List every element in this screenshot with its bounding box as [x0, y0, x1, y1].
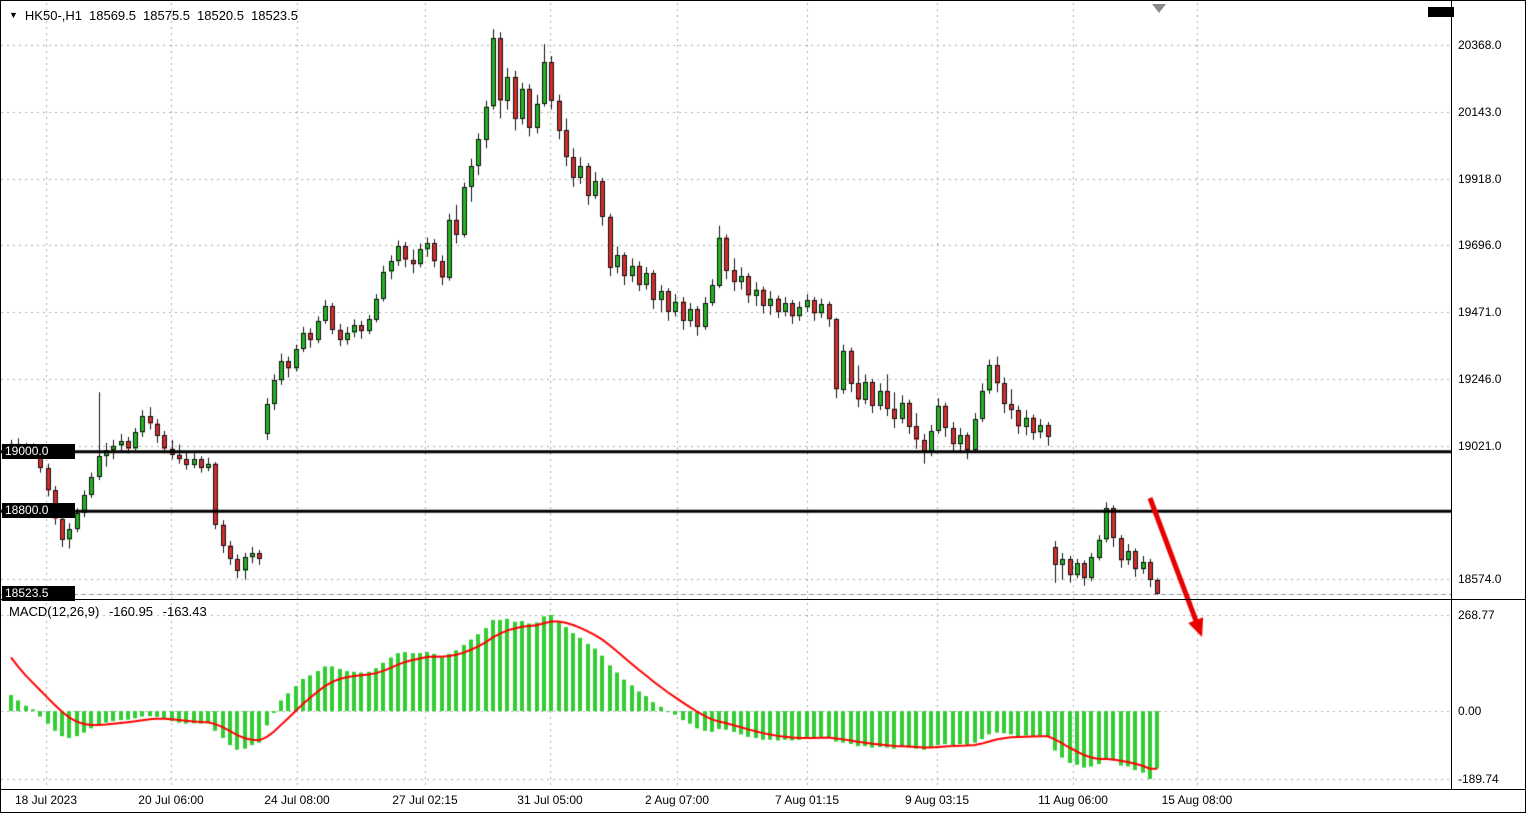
macd-main-value: -160.95: [108, 604, 154, 619]
price-tick-label: 20143.0: [1458, 104, 1502, 119]
time-tick-label: 24 Jul 08:00: [264, 793, 330, 807]
macd-name: MACD(12,26,9): [9, 604, 100, 619]
price-tick-label: 19246.0: [1458, 371, 1502, 386]
price-tick-label: 19021.0: [1458, 438, 1502, 453]
macd-tick-label: 268.77: [1458, 608, 1495, 622]
macd-tick-label: -189.74: [1458, 772, 1499, 786]
price-tick-label: 18574.0: [1458, 571, 1502, 586]
price-tick-label: 19696.0: [1458, 237, 1502, 252]
chart-header: ▼ HK50-,H1 18569.5 18575.5 18520.5 18523…: [9, 8, 298, 23]
ohlc-close-value: 18523.5: [251, 8, 298, 23]
time-tick-label: 27 Jul 02:15: [392, 793, 458, 807]
time-tick-label: 7 Aug 01:15: [774, 793, 840, 807]
time-tick-label: 9 Aug 03:15: [904, 793, 970, 807]
price-tick-label: 19918.0: [1458, 171, 1502, 186]
ohlc-high-value: 18575.5: [143, 8, 190, 23]
time-tick-label: 31 Jul 05:00: [517, 793, 583, 807]
macd-indicator-label: MACD(12,26,9) -160.95 -163.43: [9, 604, 213, 619]
price-axis[interactable]: 20368.0 20143.0 19918.0 19696.0 19471.0 19246…: [1452, 1, 1525, 789]
time-axis[interactable]: 18 Jul 2023 20 Jul 06:00 24 Jul 08:00 27 Ju…: [1, 790, 1525, 812]
current-price-badge: 18523.5: [2, 585, 75, 601]
time-tick-label: 15 Aug 08:00: [1161, 793, 1233, 807]
time-tick-label: 18 Jul 2023: [14, 793, 78, 807]
macd-tick-label: 0.00: [1458, 704, 1482, 719]
level-price-badge-19000: 19000.0: [2, 443, 75, 459]
time-tick-label: 2 Aug 07:00: [644, 793, 710, 807]
ohlc-low-value: 18520.5: [197, 8, 244, 23]
time-tick-label: 20 Jul 06:00: [138, 793, 204, 807]
time-tick-label: 11 Aug 06:00: [1038, 793, 1108, 807]
time-axis-border-line: [1, 789, 1525, 790]
ohlc-open-value: 18569.5: [89, 8, 136, 23]
price-tick-label: 19471.0: [1458, 304, 1502, 319]
price-axis-border-line: [1451, 1, 1452, 789]
macd-signal-value: -163.43: [162, 604, 207, 619]
chart-shift-marker-icon: [1152, 4, 1166, 13]
level-price-badge-18800: 18800.0: [2, 503, 75, 519]
corner-marker: [1428, 7, 1454, 17]
price-tick-label: 20368.0: [1458, 37, 1502, 52]
one-click-trading-collapse-icon[interactable]: ▼: [9, 10, 18, 20]
symbol-timeframe-title: HK50-,H1: [24, 8, 82, 23]
panel-divider[interactable]: [1, 599, 1525, 600]
